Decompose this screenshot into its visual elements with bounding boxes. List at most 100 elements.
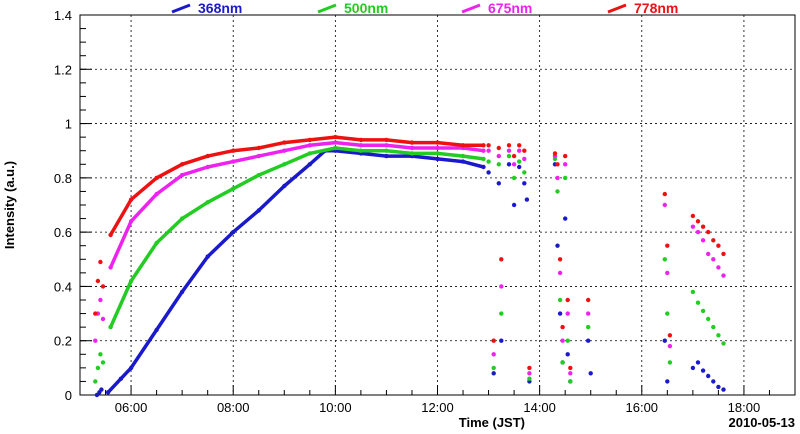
data-point xyxy=(522,156,527,162)
data-point xyxy=(690,289,696,295)
data-point xyxy=(721,387,726,392)
series-500nm xyxy=(93,145,726,384)
data-point xyxy=(517,164,522,170)
data-point xyxy=(435,156,440,162)
data-point xyxy=(721,341,726,346)
y-tick-label: 0.4 xyxy=(54,279,72,294)
data-point xyxy=(205,164,210,170)
series-line-500nm xyxy=(109,146,484,328)
data-point xyxy=(586,324,591,330)
data-point xyxy=(384,143,389,148)
data-point xyxy=(721,273,726,278)
data-point xyxy=(307,162,312,167)
data-point xyxy=(527,376,532,381)
data-point xyxy=(563,175,568,181)
data-point xyxy=(662,338,667,343)
data-point xyxy=(100,284,106,289)
data-point xyxy=(481,156,486,162)
data-point xyxy=(496,162,501,167)
data-series xyxy=(93,134,726,398)
y-tick-label: 0.2 xyxy=(54,334,72,349)
data-point xyxy=(716,265,721,270)
data-point xyxy=(108,324,113,330)
data-point xyxy=(527,365,532,371)
data-point xyxy=(256,145,261,151)
data-point xyxy=(695,229,701,235)
data-point xyxy=(384,148,389,153)
data-point xyxy=(721,251,726,257)
data-point xyxy=(93,311,98,316)
date-label: 2010-05-13 xyxy=(729,415,796,430)
data-point xyxy=(700,368,706,373)
data-point xyxy=(95,278,101,284)
data-point xyxy=(695,300,701,305)
data-point xyxy=(231,148,236,153)
data-point xyxy=(384,137,389,143)
data-point xyxy=(716,384,721,390)
data-point xyxy=(665,270,670,276)
series-368nm xyxy=(94,148,726,398)
data-point xyxy=(706,316,711,322)
data-point xyxy=(496,153,501,159)
data-point xyxy=(481,143,486,148)
data-point xyxy=(282,148,287,153)
data-point xyxy=(231,229,236,235)
data-point xyxy=(409,140,415,145)
data-point xyxy=(499,338,504,343)
data-point xyxy=(460,143,466,148)
data-point xyxy=(384,153,389,159)
data-point xyxy=(527,371,532,376)
data-point xyxy=(358,148,364,153)
legend-label: 500nm xyxy=(344,0,388,16)
data-point xyxy=(282,140,287,145)
data-point xyxy=(358,137,364,143)
data-point xyxy=(586,297,591,303)
y-axis-label: Intensity (a.u.) xyxy=(2,161,17,249)
data-point xyxy=(435,140,440,145)
data-point xyxy=(100,316,106,322)
data-point xyxy=(307,137,312,143)
data-point xyxy=(517,159,522,164)
data-point xyxy=(511,202,517,208)
data-point xyxy=(662,257,667,262)
data-point xyxy=(307,151,312,156)
data-point xyxy=(307,143,312,148)
data-point xyxy=(667,360,673,365)
data-point xyxy=(98,352,103,357)
data-point xyxy=(557,257,563,262)
data-point xyxy=(282,162,287,167)
x-tick-label: 06:00 xyxy=(115,400,148,415)
data-point xyxy=(435,151,440,156)
data-point xyxy=(563,153,568,159)
data-point xyxy=(128,365,134,371)
data-point xyxy=(93,338,98,343)
data-point xyxy=(179,289,185,295)
data-point xyxy=(522,181,527,186)
data-point xyxy=(667,333,673,338)
data-point xyxy=(560,324,565,330)
data-point xyxy=(695,360,701,365)
data-point xyxy=(706,373,711,379)
data-point xyxy=(481,148,486,153)
data-point xyxy=(491,338,496,343)
data-point xyxy=(154,327,159,333)
data-point xyxy=(511,175,517,181)
data-point xyxy=(486,143,491,148)
data-point xyxy=(524,197,530,202)
data-point xyxy=(557,297,563,303)
data-point xyxy=(481,164,486,170)
x-tick-label: 08:00 xyxy=(217,400,250,415)
data-point xyxy=(662,202,667,208)
data-point xyxy=(98,259,103,265)
data-point xyxy=(560,338,565,343)
data-point xyxy=(506,143,512,148)
x-tick-label: 16:00 xyxy=(626,400,659,415)
data-point xyxy=(506,153,512,159)
data-point xyxy=(118,376,124,381)
data-point xyxy=(100,360,106,365)
data-point xyxy=(665,311,670,316)
data-point xyxy=(499,257,504,262)
data-point xyxy=(555,189,560,194)
legend-item: 778nm xyxy=(607,0,678,16)
